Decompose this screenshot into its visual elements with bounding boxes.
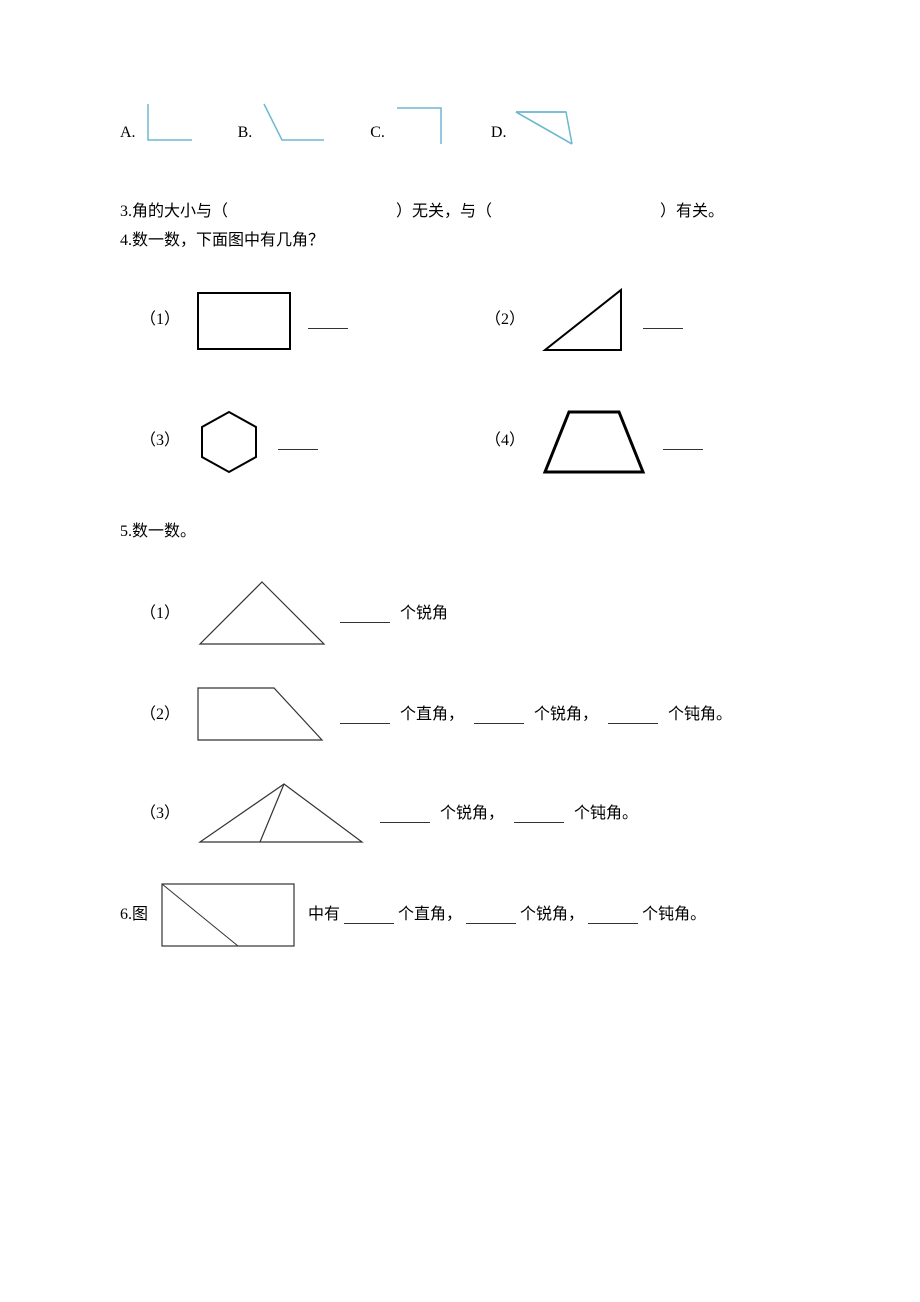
angle-b-svg [258,100,330,148]
q5-label-3: （3） [140,800,180,829]
q5-blank-2c[interactable] [608,707,658,724]
right-triangle-shape [539,286,629,356]
q5-blank-3a[interactable] [380,806,430,823]
q5-t2-3: 个钝角。 [668,701,732,730]
q5-label-2: （2） [140,701,180,730]
q5-t2-1: 个直角， [400,701,464,730]
q4-label-3: （3） [140,427,180,456]
q3-mid: ）无关，与（ [396,198,492,227]
angle-d-svg [512,106,578,148]
q4-item-2: （2） [485,286,800,356]
q6-t1: 中有 [308,901,340,930]
q6-t2: 个直角， [398,901,462,930]
acute-triangle-shape [190,576,330,652]
q4-blank-2[interactable] [643,312,683,329]
q3-suffix: ）有关。 [660,198,724,227]
q5-item1-suffix: 个锐角 [400,600,448,629]
option-b: B. [238,100,331,148]
q4-item-4: （4） [485,406,800,478]
q6-blank-b[interactable] [466,907,516,924]
q5-t3-1: 个锐角， [440,800,504,829]
rectangle-shape [194,289,294,353]
q5-blank-2b[interactable] [474,707,524,724]
question-5-title: 5.数一数。 [120,518,800,547]
q4-item-1: （1） [140,286,455,356]
option-d: D. [491,106,579,148]
angle-a-svg [142,100,198,148]
q3-prefix: 3.角的大小与（ [120,198,228,227]
question-6: 6.图 中有 个直角， 个锐角， 个钝角。 [120,880,800,950]
option-c-label: C. [370,119,385,148]
q4-label-4: （4） [485,427,525,456]
q4-label-2: （2） [485,306,525,335]
q4-label-1: （1） [140,306,180,335]
q5-t2-2: 个锐角， [534,701,598,730]
rectangle-diagonal-shape [158,880,298,950]
q4-blank-4[interactable] [663,433,703,450]
q5-blank-3b[interactable] [514,806,564,823]
q5-label-1: （1） [140,600,180,629]
angle-c-svg [391,100,451,148]
q5-blank-1a[interactable] [340,606,390,623]
option-a-label: A. [120,119,136,148]
option-b-label: B. [238,119,253,148]
question-3: 3.角的大小与（ ）无关，与（ ）有关。 [120,198,800,227]
q6-blank-a[interactable] [344,907,394,924]
option-d-label: D. [491,119,507,148]
option-a: A. [120,100,198,148]
hexagon-shape [194,407,264,477]
q4-item-3: （3） [140,406,455,478]
q5-t3-2: 个钝角。 [574,800,638,829]
q6-prefix: 6.图 [120,901,148,930]
q5-item-2: （2） 个直角， 个锐角， 个钝角。 [140,682,800,748]
question-4-grid: （1） （2） （3） （4） [140,286,800,478]
q5-blank-2a[interactable] [340,707,390,724]
q4-blank-3[interactable] [278,433,318,450]
right-trapezoid-shape [190,682,330,748]
question-4-title: 4.数一数，下面图中有几角？ [120,227,800,256]
q6-blank-c[interactable] [588,907,638,924]
divided-triangle-shape [190,778,370,850]
q6-t4: 个钝角。 [642,901,706,930]
q6-t3: 个锐角， [520,901,584,930]
option-c: C. [370,100,451,148]
q4-blank-1[interactable] [308,312,348,329]
worksheet-page: A. B. C. D. 3.角的大小与（ ）无 [0,0,920,1010]
q5-item-3: （3） 个锐角， 个钝角。 [140,778,800,850]
angle-options-row: A. B. C. D. [120,100,800,148]
trapezoid-shape [539,406,649,478]
q5-item-1: （1） 个锐角 [140,576,800,652]
